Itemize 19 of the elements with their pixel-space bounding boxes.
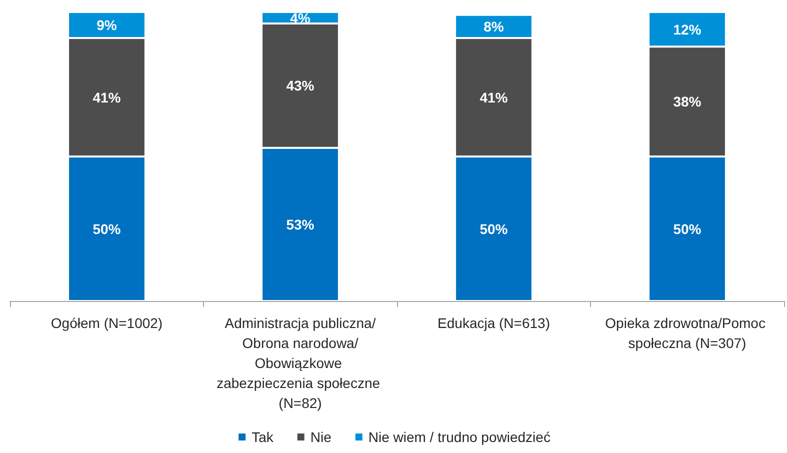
data-label: 8%	[484, 18, 504, 34]
data-label: 43%	[286, 78, 315, 94]
data-label: 41%	[92, 89, 122, 106]
data-label: 50%	[92, 220, 122, 237]
x-tick-label: Opieka zdrowotna/Pomoc społeczna (N=307)	[605, 315, 770, 351]
data-label: 38%	[673, 94, 702, 110]
data-label: 41%	[480, 89, 508, 106]
data-label: 50%	[673, 220, 702, 237]
data-label: 53%	[286, 216, 315, 232]
x-tick-label: Ogółem (N=1002)	[50, 315, 163, 331]
data-label: 12%	[673, 21, 702, 38]
data-label: 9%	[96, 17, 118, 34]
legend-label: Tak	[252, 429, 274, 445]
legend-label: Nie	[310, 429, 332, 445]
data-label: 50%	[480, 220, 508, 237]
data-label: 4%	[290, 10, 311, 26]
x-tick-label: Administracja publiczna/Obrona narodowa/Obowiązkowe zabezpieczenia społeczne (N=82)	[216, 315, 384, 411]
legend-label: Nie wiem / trudno powiedzieć	[368, 429, 550, 445]
x-tick-label: Edukacja (N=613)	[438, 315, 550, 331]
